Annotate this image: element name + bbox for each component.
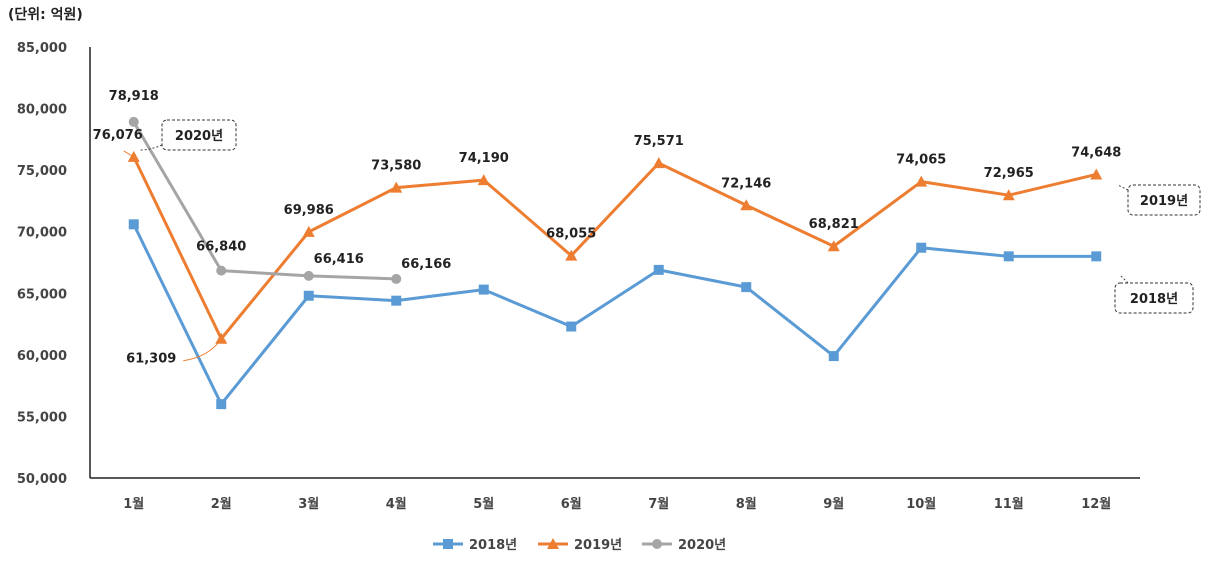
- callout-label: 2019년: [1140, 194, 1188, 209]
- data-point-2019: [390, 181, 403, 193]
- data-label-2020: 66,840: [196, 240, 246, 255]
- x-tick-labels: 1월 2월 3월 4월 5월 6월 7월 8월 9월 10월 11월 12월: [123, 496, 1111, 512]
- y-tick-labels: 50,000 55,000 60,000 65,000 70,000 75,000 80,0…: [17, 41, 67, 487]
- data-point-2020: [391, 273, 402, 284]
- x-tick-label: 12월: [1081, 496, 1111, 512]
- data-point-2019: [565, 249, 578, 261]
- data-point-2018: [1091, 251, 1102, 262]
- unit-label: (단위: 억원): [8, 7, 83, 23]
- y-tick-label: 65,000: [17, 287, 67, 302]
- data-label-2020: 66,416: [314, 252, 364, 267]
- data-point-2019: [1002, 189, 1015, 201]
- callout-leader: [139, 144, 163, 151]
- callout-label: 2018년: [1130, 292, 1178, 307]
- x-tick-label: 3월: [298, 496, 319, 512]
- y-tick-label: 50,000: [17, 472, 67, 487]
- callout-leader: [1119, 274, 1129, 284]
- legend-label-2020: 2020년: [678, 538, 726, 553]
- series-lines: [127, 116, 1103, 410]
- data-point-2020: [128, 116, 139, 127]
- data-point-2019: [215, 332, 228, 344]
- data-point-2019: [1090, 168, 1103, 180]
- data-point-2018: [303, 290, 314, 301]
- data-point-2018: [478, 284, 489, 295]
- data-label-2019: 69,986: [284, 203, 334, 218]
- data-point-2019: [477, 174, 490, 186]
- data-point-2018: [828, 351, 839, 362]
- data-point-2019: [827, 240, 840, 252]
- data-label-2019: 74,648: [1071, 145, 1121, 160]
- x-tick-label: 1월: [123, 496, 144, 512]
- callout-box: [1114, 282, 1194, 314]
- data-label-2019: 68,821: [809, 217, 859, 232]
- x-tick-label: 11월: [994, 496, 1024, 512]
- y-tick-label: 55,000: [17, 410, 67, 425]
- y-tick-label: 75,000: [17, 164, 67, 179]
- y-tick-label: 80,000: [17, 103, 67, 118]
- legend-marker-2020: [652, 539, 662, 549]
- data-label-2019: 72,965: [984, 166, 1034, 181]
- x-tick-label: 6월: [561, 496, 582, 512]
- data-label-2020: 78,918: [109, 89, 159, 104]
- data-label-2019: 61,309: [126, 352, 176, 367]
- data-point-2019: [302, 225, 315, 237]
- series-callouts: 2020년 2019년 2018년: [139, 119, 1201, 314]
- data-label-2019: 68,055: [546, 227, 596, 242]
- x-tick-label: 2월: [211, 496, 232, 512]
- data-labels: 76,076 61,309 69,986 73,580 74,190 68,055 75,5…: [93, 89, 1122, 367]
- data-point-2020: [303, 270, 314, 281]
- data-label-2019: 74,065: [896, 153, 946, 168]
- data-label-2019: 73,580: [371, 159, 421, 174]
- data-point-2018: [391, 295, 402, 306]
- legend-marker-2018: [443, 539, 453, 549]
- data-label-2019: 74,190: [459, 151, 509, 166]
- legend: 2018년 2019년 2020년: [433, 538, 726, 553]
- callout-label: 2020년: [175, 129, 223, 144]
- data-label-2019: 76,076: [93, 128, 143, 143]
- leader-line: [183, 338, 222, 362]
- data-point-2018: [653, 264, 664, 275]
- data-point-2018: [566, 321, 577, 332]
- legend-marker-2019: [547, 538, 559, 549]
- x-tick-label: 8월: [736, 496, 757, 512]
- data-point-2019: [915, 175, 928, 187]
- data-point-2018: [216, 399, 227, 410]
- data-point-2018: [1003, 251, 1014, 262]
- data-label-2019: 75,571: [634, 134, 684, 149]
- data-point-2018: [741, 282, 752, 293]
- series-line-2018: [132, 223, 1097, 406]
- legend-label-2019: 2019년: [574, 538, 622, 553]
- x-tick-label: 9월: [823, 496, 844, 512]
- data-point-2020: [216, 265, 227, 276]
- x-tick-label: 4월: [386, 496, 407, 512]
- axes: [89, 47, 1140, 479]
- x-tick-label: 5월: [473, 496, 494, 512]
- leader-line: [123, 150, 135, 158]
- legend-label-2018: 2018년: [469, 538, 517, 553]
- series-line-2019: [132, 156, 1097, 341]
- callout-box: [1127, 184, 1201, 216]
- y-tick-label: 60,000: [17, 349, 67, 364]
- callout-leader: [1117, 184, 1129, 191]
- y-tick-label: 85,000: [17, 41, 67, 56]
- data-label-2019: 72,146: [721, 176, 771, 191]
- data-point-2019: [652, 157, 665, 169]
- data-point-2018: [128, 219, 139, 230]
- data-point-2018: [916, 242, 927, 253]
- data-point-2019: [740, 199, 753, 211]
- x-tick-label: 10월: [906, 496, 936, 512]
- x-tick-label: 7월: [648, 496, 669, 512]
- series-line-2020: [132, 121, 397, 281]
- y-tick-label: 70,000: [17, 226, 67, 241]
- data-label-2020: 66,166: [401, 257, 451, 272]
- callout-box: [161, 119, 237, 151]
